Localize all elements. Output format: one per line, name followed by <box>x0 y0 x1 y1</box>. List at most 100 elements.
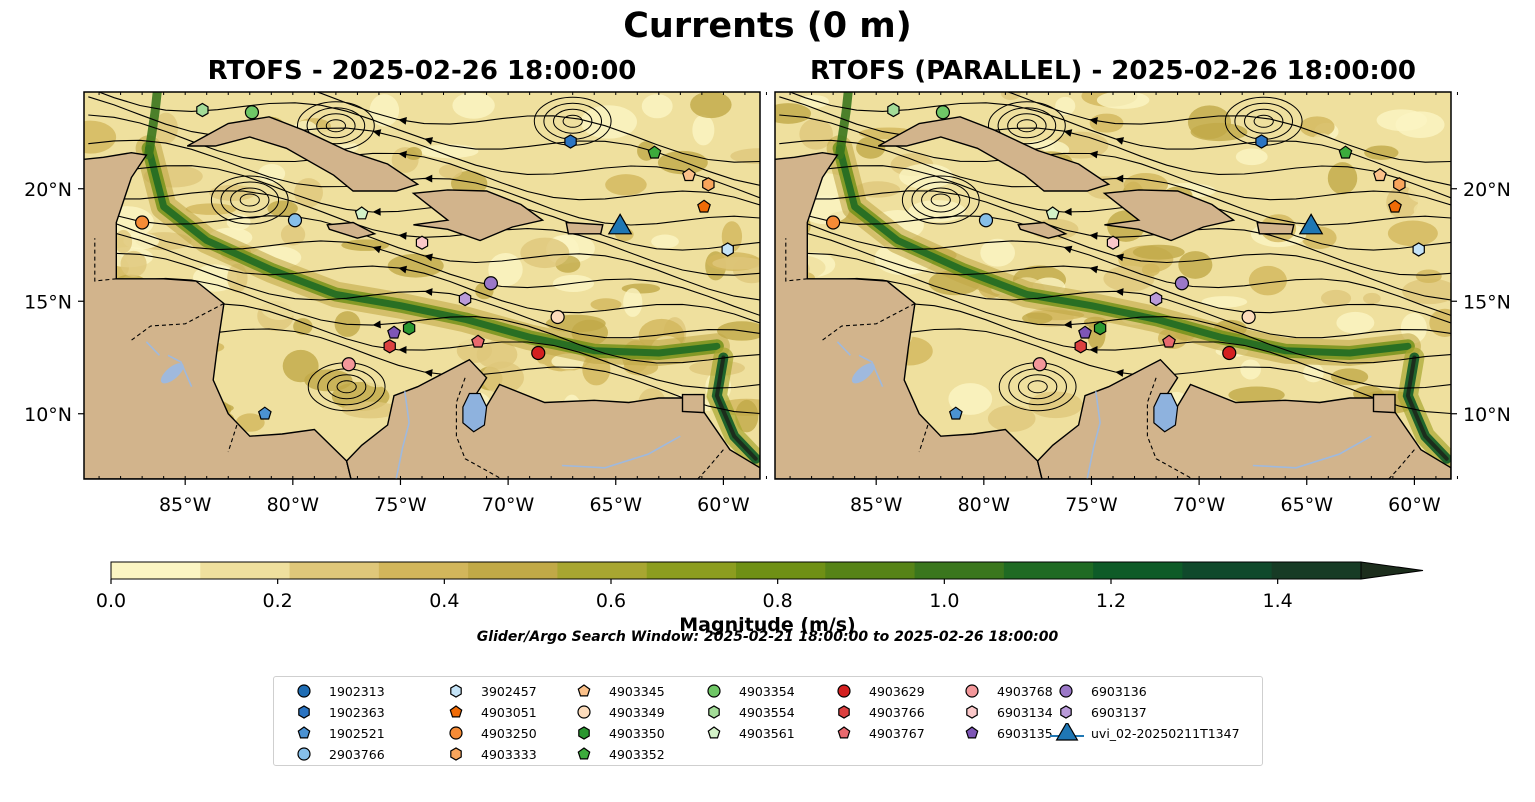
colorbar-label: Magnitude (m/s) <box>679 614 856 636</box>
legend-label: 4903349 <box>609 705 665 720</box>
map-marker-4903333 <box>702 177 715 192</box>
map-marker-4903345 <box>682 167 696 182</box>
panel-title-rtofs-parallel: RTOFS (PARALLEL) - 2025-02-26 18:00:00 <box>810 56 1416 86</box>
lake-maracaibo <box>1153 392 1179 433</box>
legend-symbol <box>1059 684 1073 698</box>
map-marker-uvi_02-20250211T1347 <box>607 213 633 235</box>
lat-tick-label: 15°N <box>1463 291 1511 313</box>
legend-label: 4903766 <box>869 705 925 720</box>
map-axes: 85°W 80°W 75°W 70°W 65°W 60°W 20°N 15°N 10°N 85°W… <box>24 92 1511 516</box>
colorbar-segment <box>1003 562 1094 579</box>
map-marker-1902313 <box>759 179 760 185</box>
legend-symbol <box>708 705 720 719</box>
lat-tick-label: 15°N <box>24 291 72 313</box>
lake-nicaragua <box>851 363 875 384</box>
map-marker-6903137 <box>1149 291 1163 307</box>
map-marker-2903766 <box>287 213 303 228</box>
map-marker-1902521 <box>257 406 272 420</box>
legend-label: 4903352 <box>609 747 665 762</box>
pentagon-marker-icon <box>449 705 463 718</box>
lon-tick-label: 75°W <box>1065 494 1118 516</box>
map-marker-4903051 <box>1388 199 1402 213</box>
legend-symbol <box>578 726 590 740</box>
map-panel-rtofs-parallel <box>774 91 1452 480</box>
legend-symbol <box>837 684 851 698</box>
circle-marker-icon <box>1059 684 1073 698</box>
legend-label: 4903051 <box>481 705 537 720</box>
legend-label: 4903768 <box>997 684 1053 699</box>
map-marker-2903766 <box>978 213 994 228</box>
circle-marker-icon <box>297 747 311 761</box>
legend-symbol <box>449 705 463 718</box>
hexagon-marker-icon <box>838 705 850 719</box>
legend-symbol <box>707 684 721 698</box>
circle-marker-icon <box>297 684 311 698</box>
figure-title: Currents (0 m) <box>623 6 912 46</box>
map-marker-1902521 <box>948 406 963 420</box>
colorbar-tick-label: 0.4 <box>429 590 459 612</box>
legend-label: 2903766 <box>329 747 385 762</box>
colorbar-segment <box>1182 562 1273 579</box>
panel-title-rtofs: RTOFS - 2025-02-26 18:00:00 <box>207 56 637 86</box>
legend-symbol <box>838 705 850 719</box>
legend-symbol <box>298 705 310 719</box>
legend-symbol <box>577 747 591 760</box>
lon-tick-label: 85°W <box>159 494 212 516</box>
legend-symbol <box>837 726 851 739</box>
legend-symbol <box>450 684 462 698</box>
hexagon-marker-icon <box>298 705 310 719</box>
float-markers <box>135 102 760 420</box>
colorbar-extend-arrow <box>1360 561 1424 580</box>
colorbar-segment <box>200 562 291 579</box>
legend-label: 6903137 <box>1091 705 1147 720</box>
map-marker-4903350 <box>402 321 416 336</box>
lat-tick-label: 10°N <box>1463 404 1511 426</box>
hexagon-marker-icon <box>450 747 462 761</box>
triangle-marker-icon <box>1050 723 1084 741</box>
legend-symbol <box>577 705 591 719</box>
lon-tick-label: 80°W <box>958 494 1011 516</box>
legend-label: 4903767 <box>869 726 925 741</box>
lon-tick-label: 65°W <box>590 494 643 516</box>
colorbar-segment <box>1271 562 1362 579</box>
legend-label: 4903629 <box>869 684 925 699</box>
map-marker-3902457 <box>721 242 734 257</box>
map-panel-rtofs <box>83 91 761 480</box>
lon-tick-label: 60°W <box>1388 494 1441 516</box>
legend-symbol <box>965 684 979 698</box>
map-marker-4903554 <box>196 102 209 118</box>
lon-tick-label: 65°W <box>1281 494 1334 516</box>
map-marker-4903354 <box>244 105 260 120</box>
float-markers <box>826 102 1451 420</box>
colorbar: 0.0 0.2 0.4 0.6 0.8 1.0 1.2 1.4 <box>96 561 1424 612</box>
legend-label: 1902521 <box>329 726 385 741</box>
circle-marker-icon <box>449 726 463 740</box>
map-marker-1902313 <box>1450 179 1451 185</box>
map-marker-4903766 <box>383 339 396 354</box>
legend-symbol <box>449 726 463 740</box>
map-marker-4903554 <box>887 102 900 118</box>
pentagon-marker-icon <box>577 684 591 697</box>
legend-label: 6903135 <box>997 726 1053 741</box>
pentagon-marker-icon <box>577 747 591 760</box>
map-marker-4903561 <box>1045 206 1060 220</box>
map-marker-6903134 <box>1106 235 1120 250</box>
colorbar-tick-label: 0.2 <box>263 590 293 612</box>
legend-symbol <box>297 726 311 739</box>
lat-tick-label: 20°N <box>24 179 72 201</box>
lon-tick-label: 85°W <box>850 494 903 516</box>
map-marker-4903333 <box>1393 177 1406 192</box>
circle-marker-icon <box>577 705 591 719</box>
colorbar-segment <box>646 562 737 579</box>
map-marker-4903767 <box>1162 334 1176 348</box>
lon-tick-label: 70°W <box>1173 494 1226 516</box>
map-marker-4903350 <box>1093 321 1107 336</box>
map-marker-4903352 <box>1338 145 1353 159</box>
map-marker-6903134 <box>415 235 429 250</box>
legend-label: uvi_02-20250211T1347 <box>1091 726 1240 741</box>
legend-symbol <box>577 684 591 697</box>
map-marker-4903768 <box>1032 357 1047 372</box>
hexagon-marker-icon <box>708 705 720 719</box>
pentagon-marker-icon <box>707 726 721 739</box>
pentagon-marker-icon <box>837 726 851 739</box>
